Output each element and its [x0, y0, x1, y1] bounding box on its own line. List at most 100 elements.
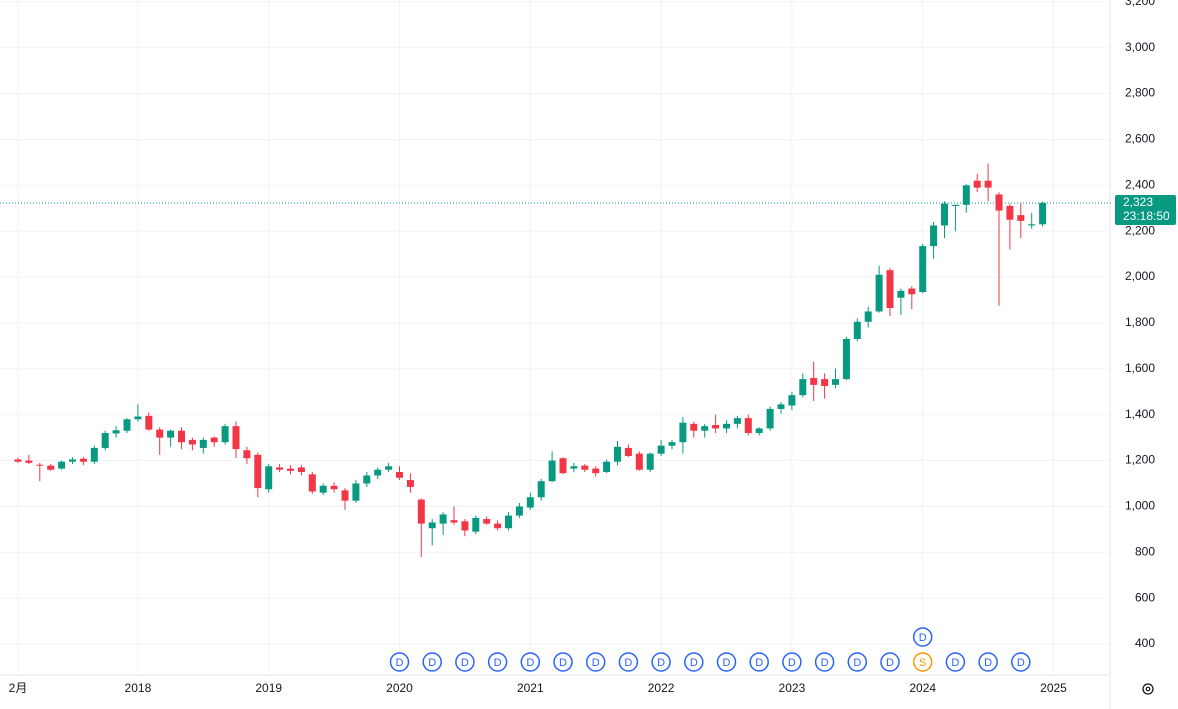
candle — [319, 483, 327, 495]
candle — [701, 423, 709, 438]
candle — [614, 441, 621, 466]
candle-body — [875, 274, 883, 312]
event-marker[interactable]: D — [782, 652, 802, 672]
y-tick-label: 3,200 — [1125, 0, 1155, 8]
candle — [842, 336, 850, 381]
event-marker-circle — [389, 652, 410, 672]
candle-body — [526, 497, 534, 508]
candle-body — [581, 465, 589, 470]
event-marker[interactable]: D — [487, 652, 508, 672]
candle — [603, 459, 611, 474]
event-marker[interactable]: D — [814, 652, 835, 672]
x-tick-label: 2019 — [255, 681, 282, 695]
event-marker-circle — [651, 652, 671, 672]
event-marker-circle — [945, 652, 966, 672]
candle-body — [363, 475, 371, 484]
candle — [483, 516, 491, 525]
event-marker[interactable]: D — [553, 652, 573, 672]
candle — [570, 462, 578, 473]
event-marker-label: D — [494, 657, 502, 669]
countdown-label: 23:18:50 — [1123, 209, 1170, 223]
candle-body — [79, 458, 87, 462]
x-tick-label: 2月 — [9, 681, 28, 695]
event-marker[interactable]: D — [749, 652, 769, 672]
event-marker[interactable]: S — [912, 652, 933, 672]
event-marker-label: D — [853, 657, 861, 669]
event-marker[interactable]: D — [716, 652, 737, 672]
candle-body — [178, 430, 185, 443]
last-price-label: 2,323 — [1123, 195, 1153, 209]
event-marker-label: D — [592, 657, 600, 669]
event-marker-label: D — [886, 657, 894, 669]
event-marker[interactable]: D — [847, 652, 868, 672]
candle — [254, 452, 262, 498]
candle-body — [701, 426, 709, 431]
candle-body — [515, 506, 523, 516]
x-tick-label: 2021 — [517, 681, 544, 695]
event-marker[interactable]: D — [618, 652, 639, 672]
candle-body — [635, 453, 643, 470]
x-tick-label: 2023 — [779, 681, 806, 695]
candle-body — [483, 519, 491, 524]
candle-body — [919, 246, 927, 292]
candle — [36, 462, 44, 482]
candle-body — [199, 439, 207, 448]
candle — [199, 437, 207, 454]
settings-icon[interactable] — [1142, 683, 1154, 695]
event-marker[interactable]: D — [651, 652, 671, 672]
event-marker[interactable]: D — [912, 627, 933, 647]
candle — [515, 502, 523, 518]
candle-body — [90, 447, 98, 462]
candle — [930, 222, 938, 259]
candle — [908, 286, 916, 310]
event-marker-circle — [553, 652, 573, 672]
event-marker-label: D — [428, 657, 436, 669]
candle-body — [243, 450, 251, 459]
event-marker-circle — [422, 652, 442, 672]
event-marker-circle — [618, 652, 639, 672]
event-marker-circle — [782, 652, 802, 672]
candle-body — [341, 490, 349, 501]
candle — [788, 391, 796, 411]
event-marker-circle — [684, 652, 704, 672]
event-marker[interactable]: D — [978, 652, 998, 672]
event-marker[interactable]: D — [1011, 652, 1031, 672]
candle-body — [112, 430, 120, 434]
candle-body — [962, 185, 970, 205]
candle — [646, 452, 654, 473]
event-marker[interactable]: D — [422, 652, 442, 672]
candle — [112, 426, 120, 438]
candle — [559, 457, 567, 475]
y-tick-label: 1,200 — [1125, 453, 1155, 467]
candle-body — [897, 290, 905, 298]
event-marker[interactable]: D — [684, 652, 704, 672]
candle — [363, 472, 371, 487]
candle-body — [472, 517, 480, 532]
candle-body — [995, 194, 1003, 211]
candle-body — [973, 180, 981, 188]
candle-body — [766, 408, 774, 429]
event-marker[interactable]: D — [945, 652, 966, 672]
event-marker[interactable]: D — [880, 652, 900, 672]
candle-body — [657, 445, 665, 454]
candle — [679, 416, 687, 454]
candle-body — [58, 461, 66, 469]
x-tick-label: 2018 — [125, 681, 152, 695]
event-marker[interactable]: D — [389, 652, 410, 672]
event-marker-label: D — [526, 657, 534, 669]
candle — [897, 288, 905, 315]
event-marker-label: D — [755, 657, 763, 669]
event-marker[interactable]: D — [520, 652, 541, 672]
event-marker[interactable]: D — [585, 652, 606, 672]
candle — [79, 457, 87, 466]
event-marker[interactable]: D — [455, 652, 475, 672]
candle-body — [788, 395, 796, 406]
settings-gear[interactable] — [1142, 683, 1154, 695]
candle-body — [559, 458, 567, 474]
settings-gear-center[interactable] — [1145, 686, 1151, 692]
candle — [58, 460, 66, 470]
candle — [134, 404, 142, 422]
candle-body — [134, 416, 142, 420]
event-marker-circle — [847, 652, 868, 672]
event-marker-label: D — [919, 632, 927, 644]
